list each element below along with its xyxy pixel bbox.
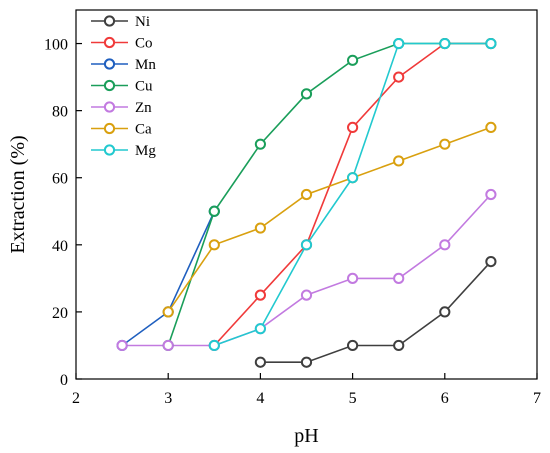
point-mg-0 (208, 339, 220, 352)
point-mg-1 (254, 323, 266, 335)
legend-label-mg: Mg (135, 143, 156, 159)
y-tick-label-100: 100 (44, 37, 68, 54)
legend: Ni Co Mn Cu Zn Ca Mg (91, 14, 156, 159)
legend-label-ni: Ni (135, 14, 150, 30)
x-tick-label-2: 2 (72, 390, 80, 407)
y-tick-label-80: 80 (52, 104, 68, 121)
point-zn-1 (162, 339, 174, 352)
series-line-zn (122, 193, 492, 347)
point-cu-1 (208, 205, 220, 217)
y-axis-title: Extraction (%) (7, 135, 29, 253)
y-tick-label-40: 40 (52, 238, 68, 255)
point-zn-0 (116, 339, 128, 352)
legend-marker-co (103, 36, 116, 49)
plot-frame (75, 9, 538, 380)
point-co-1 (254, 289, 266, 301)
point-ca-3 (300, 188, 313, 201)
legend-label-cu: Cu (135, 79, 153, 95)
legend-label-mn: Mn (135, 57, 156, 73)
point-ca-6 (439, 138, 451, 150)
point-mg-3 (347, 172, 359, 184)
point-mg-5 (439, 37, 451, 50)
point-zn-7 (439, 239, 451, 251)
point-ni-2 (347, 339, 359, 352)
point-ca-1 (208, 239, 220, 251)
x-tick-label-6: 6 (441, 390, 449, 407)
point-zn-5 (347, 272, 359, 284)
point-co-3 (347, 121, 359, 134)
legend-label-zn: Zn (135, 100, 152, 116)
point-ca-2 (254, 222, 266, 234)
series-line-ca (167, 126, 492, 313)
point-ca-7 (485, 121, 497, 134)
x-axis-title: pH (294, 425, 318, 447)
series-line-cu (167, 42, 491, 346)
point-mg-6 (485, 37, 497, 50)
point-mg-2 (300, 239, 313, 251)
point-zn-8 (485, 188, 497, 201)
x-tick-label-5: 5 (349, 390, 357, 407)
y-tick-label-0: 0 (60, 372, 68, 389)
point-ni-0 (254, 356, 266, 368)
y-tick-label-20: 20 (52, 305, 68, 322)
legend-marker-ni (103, 15, 116, 27)
point-ca-5 (393, 155, 405, 167)
series-line-ni (260, 261, 492, 364)
point-mg-4 (393, 37, 405, 50)
legend-marker-mn (103, 58, 116, 70)
series-line-mn (121, 210, 216, 347)
point-cu-4 (347, 54, 359, 66)
point-zn-6 (393, 272, 405, 284)
point-ni-4 (439, 306, 451, 318)
point-ca-0 (162, 306, 174, 318)
point-cu-3 (300, 88, 313, 100)
point-ni-5 (485, 255, 497, 268)
legend-label-co: Co (135, 36, 153, 52)
legend-marker-mg (103, 144, 116, 156)
legend-marker-cu (103, 79, 116, 92)
axes (75, 9, 538, 380)
series-markers (116, 37, 497, 368)
point-cu-2 (254, 138, 266, 150)
point-ni-3 (393, 339, 405, 352)
series-line-co (213, 42, 491, 347)
point-co-4 (393, 71, 405, 83)
x-tick-label-3: 3 (164, 390, 172, 407)
x-tick-label-7: 7 (533, 390, 541, 407)
x-tick-label-4: 4 (256, 390, 264, 407)
y-tick-label-60: 60 (52, 171, 68, 188)
point-zn-4 (300, 289, 313, 301)
point-ni-1 (300, 356, 313, 368)
legend-label-ca: Ca (135, 122, 152, 138)
legend-marker-zn (103, 101, 116, 113)
axis-ticks: 2 3 4 5 6 7 0 20 40 60 80 100 (44, 37, 541, 407)
legend-marker-ca (103, 122, 116, 135)
